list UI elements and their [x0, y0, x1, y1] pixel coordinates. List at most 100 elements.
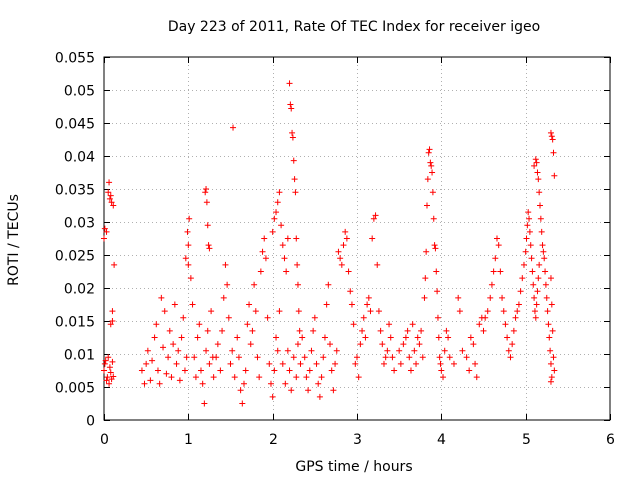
data-point	[531, 162, 538, 169]
data-point	[473, 374, 480, 381]
data-point	[377, 327, 384, 334]
data-points	[101, 80, 558, 407]
data-point	[213, 354, 220, 361]
data-point	[107, 321, 114, 328]
data-point	[288, 105, 295, 112]
data-point	[547, 275, 554, 282]
data-point	[242, 367, 249, 374]
data-point	[289, 129, 296, 136]
data-point	[434, 314, 441, 321]
data-point	[463, 354, 470, 361]
data-point	[532, 156, 539, 163]
data-point	[540, 248, 547, 255]
data-point	[273, 209, 280, 216]
data-point	[240, 380, 247, 387]
data-point	[271, 367, 278, 374]
data-point	[530, 281, 537, 288]
data-point	[292, 189, 299, 196]
data-point	[217, 367, 224, 374]
x-tick-label: 3	[353, 432, 362, 448]
data-point	[101, 360, 108, 367]
data-point	[230, 124, 237, 131]
data-point	[323, 301, 330, 308]
data-point	[262, 255, 269, 262]
data-point	[547, 360, 554, 367]
data-point	[327, 341, 334, 348]
data-point	[517, 288, 524, 295]
data-point	[512, 314, 519, 321]
data-point	[426, 146, 433, 153]
data-point	[359, 327, 366, 334]
data-point	[110, 373, 117, 380]
data-point	[107, 192, 114, 199]
data-point	[222, 261, 229, 268]
data-point	[257, 268, 264, 275]
data-point	[406, 354, 413, 361]
data-point	[419, 354, 426, 361]
x-axis-label: GPS time / hours	[295, 459, 412, 475]
data-point	[534, 169, 541, 176]
data-point	[389, 354, 396, 361]
data-point	[386, 321, 393, 328]
data-point	[315, 380, 322, 387]
data-point	[425, 149, 432, 156]
data-point	[519, 275, 526, 282]
data-point	[161, 308, 168, 315]
data-point	[210, 374, 217, 381]
data-point	[549, 327, 556, 334]
chart-title: Day 223 of 2011, Rate Of TEC Index for r…	[168, 19, 540, 35]
data-point	[472, 360, 479, 367]
data-point	[168, 374, 175, 381]
data-point	[204, 222, 211, 229]
data-point	[374, 261, 381, 268]
data-point	[197, 367, 204, 374]
data-point	[391, 367, 398, 374]
y-tick-label: 0.025	[55, 249, 95, 265]
data-point	[537, 215, 544, 222]
data-point	[107, 369, 114, 376]
data-point	[234, 334, 241, 341]
data-point	[354, 354, 360, 361]
data-point	[413, 360, 420, 367]
x-tick-label: 6	[606, 432, 615, 448]
data-point	[181, 367, 188, 374]
data-point	[370, 215, 377, 222]
data-point	[525, 209, 532, 216]
data-point	[429, 169, 436, 176]
data-point	[286, 80, 293, 87]
data-point	[293, 374, 300, 381]
data-point	[545, 321, 552, 328]
data-point	[308, 347, 315, 354]
data-point	[423, 202, 430, 209]
data-point	[259, 248, 266, 255]
data-point	[269, 393, 276, 400]
data-point	[550, 149, 557, 156]
data-point	[176, 377, 183, 384]
data-point	[295, 308, 302, 315]
data-point	[495, 242, 502, 249]
data-point	[551, 367, 558, 374]
data-point	[542, 281, 549, 288]
data-point	[269, 228, 276, 235]
data-point	[316, 393, 323, 400]
data-point	[482, 314, 489, 321]
data-point	[321, 334, 328, 341]
data-point	[103, 228, 110, 235]
x-tick-label: 4	[437, 432, 446, 448]
data-point	[237, 387, 244, 394]
data-point	[305, 387, 312, 394]
data-point	[396, 347, 403, 354]
data-point	[310, 327, 317, 334]
data-point	[455, 294, 462, 301]
data-point	[151, 334, 158, 341]
data-point	[254, 354, 261, 361]
data-point	[515, 301, 522, 308]
data-point	[367, 308, 374, 315]
data-point	[343, 235, 350, 242]
data-point	[109, 318, 116, 324]
y-tick-label: 0.005	[55, 381, 95, 397]
y-tick-label: 0.045	[55, 117, 95, 133]
data-point	[431, 242, 438, 249]
data-point	[281, 255, 288, 262]
